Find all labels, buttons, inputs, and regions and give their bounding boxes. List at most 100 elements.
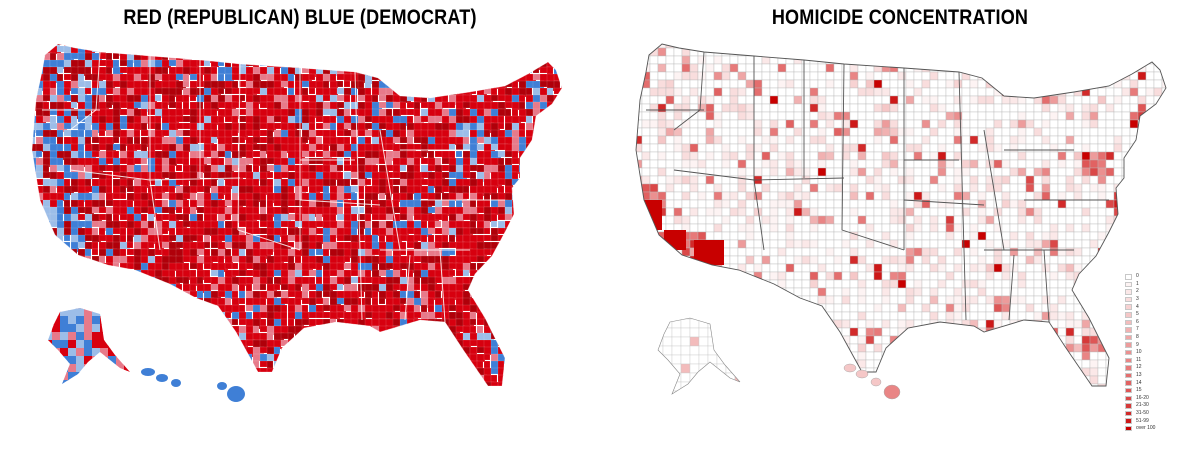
county-cell bbox=[533, 396, 539, 406]
county-cell bbox=[224, 325, 233, 337]
county-cell bbox=[945, 119, 955, 129]
county-cell bbox=[329, 143, 339, 153]
county-cell bbox=[825, 111, 835, 121]
county-cell bbox=[546, 59, 557, 69]
county-cell bbox=[154, 325, 167, 335]
county-cell bbox=[399, 52, 412, 61]
county-cell bbox=[490, 44, 502, 49]
county-cell bbox=[1170, 72, 1178, 80]
county-cell bbox=[329, 115, 337, 124]
county-cell bbox=[1121, 44, 1131, 49]
county-cell bbox=[105, 192, 114, 202]
county-cell bbox=[112, 136, 120, 144]
county-cell bbox=[905, 71, 915, 81]
county-cell bbox=[371, 374, 379, 383]
county-cell bbox=[729, 87, 739, 97]
county-cell bbox=[217, 269, 225, 279]
county-cell bbox=[497, 255, 509, 264]
county-cell bbox=[329, 381, 341, 386]
county-cell bbox=[511, 353, 522, 361]
county-cell bbox=[210, 297, 219, 309]
county-cell bbox=[561, 389, 570, 399]
county-cell bbox=[133, 304, 145, 314]
county-cell bbox=[476, 381, 487, 386]
county-cell bbox=[273, 171, 283, 181]
county-cell bbox=[224, 311, 232, 319]
county-cell bbox=[273, 367, 284, 377]
county-cell bbox=[238, 171, 248, 179]
county-cell bbox=[98, 185, 108, 194]
county-cell bbox=[126, 360, 139, 370]
county-cell bbox=[1178, 88, 1186, 96]
county-cell bbox=[84, 356, 93, 365]
county-cell bbox=[196, 353, 204, 365]
county-cell bbox=[442, 389, 453, 397]
county-cell bbox=[274, 389, 285, 399]
county-cell bbox=[448, 339, 459, 351]
county-cell bbox=[116, 356, 125, 365]
county-cell bbox=[490, 297, 502, 305]
county-cell bbox=[211, 389, 222, 399]
county-cell bbox=[1129, 119, 1139, 129]
county-cell bbox=[112, 262, 120, 273]
county-cell bbox=[497, 206, 506, 216]
county-cell bbox=[519, 389, 527, 395]
county-cell bbox=[224, 346, 235, 356]
county-cell bbox=[379, 389, 387, 395]
county-cell bbox=[126, 136, 134, 146]
county-cell bbox=[476, 192, 484, 201]
county-cell bbox=[1137, 47, 1147, 57]
county-cell bbox=[406, 45, 419, 53]
county-cell bbox=[490, 59, 503, 71]
county-cell bbox=[420, 353, 428, 363]
county-cell bbox=[259, 381, 268, 386]
county-cell bbox=[406, 66, 418, 78]
county-cell bbox=[448, 101, 456, 109]
county-cell bbox=[518, 360, 530, 372]
county-cell bbox=[105, 178, 113, 188]
county-cell bbox=[427, 45, 439, 54]
county-cell bbox=[35, 276, 48, 285]
county-cell bbox=[68, 308, 77, 317]
county-cell bbox=[132, 332, 141, 341]
county-cell bbox=[769, 47, 779, 57]
county-cell bbox=[769, 79, 779, 89]
county-cell bbox=[469, 283, 477, 292]
county-cell bbox=[873, 103, 883, 113]
county-cell bbox=[105, 136, 115, 146]
county-cell bbox=[1001, 95, 1011, 105]
county-cell bbox=[985, 47, 995, 57]
county-cell bbox=[132, 324, 141, 333]
county-cell bbox=[154, 318, 165, 330]
county-cell bbox=[105, 276, 118, 286]
county-cell bbox=[546, 290, 556, 298]
county-cell bbox=[92, 308, 101, 309]
county-cell bbox=[273, 311, 282, 321]
county-cell bbox=[441, 80, 453, 91]
county-cell bbox=[539, 318, 549, 330]
county-cell bbox=[32, 59, 38, 67]
county-cell bbox=[553, 339, 562, 349]
county-cell bbox=[92, 372, 101, 381]
county-cell bbox=[49, 101, 58, 111]
county-cell bbox=[497, 283, 508, 291]
county-cell bbox=[518, 325, 528, 335]
county-cell bbox=[100, 340, 109, 349]
state-border bbox=[439, 249, 446, 323]
county-cell bbox=[413, 73, 422, 84]
county-cell bbox=[518, 276, 527, 288]
county-cell bbox=[140, 374, 148, 385]
county-cell bbox=[697, 119, 707, 129]
county-cell bbox=[448, 52, 461, 63]
county-cell bbox=[546, 318, 554, 326]
county-cell bbox=[132, 372, 141, 381]
county-cell bbox=[1097, 111, 1107, 121]
county-cell bbox=[1161, 95, 1166, 105]
county-cell bbox=[649, 87, 659, 97]
county-cell bbox=[420, 80, 429, 88]
county-cell bbox=[280, 44, 289, 50]
county-cell bbox=[553, 346, 562, 357]
county-cell bbox=[469, 374, 482, 384]
county-cell bbox=[713, 44, 723, 49]
county-cell bbox=[497, 248, 510, 258]
